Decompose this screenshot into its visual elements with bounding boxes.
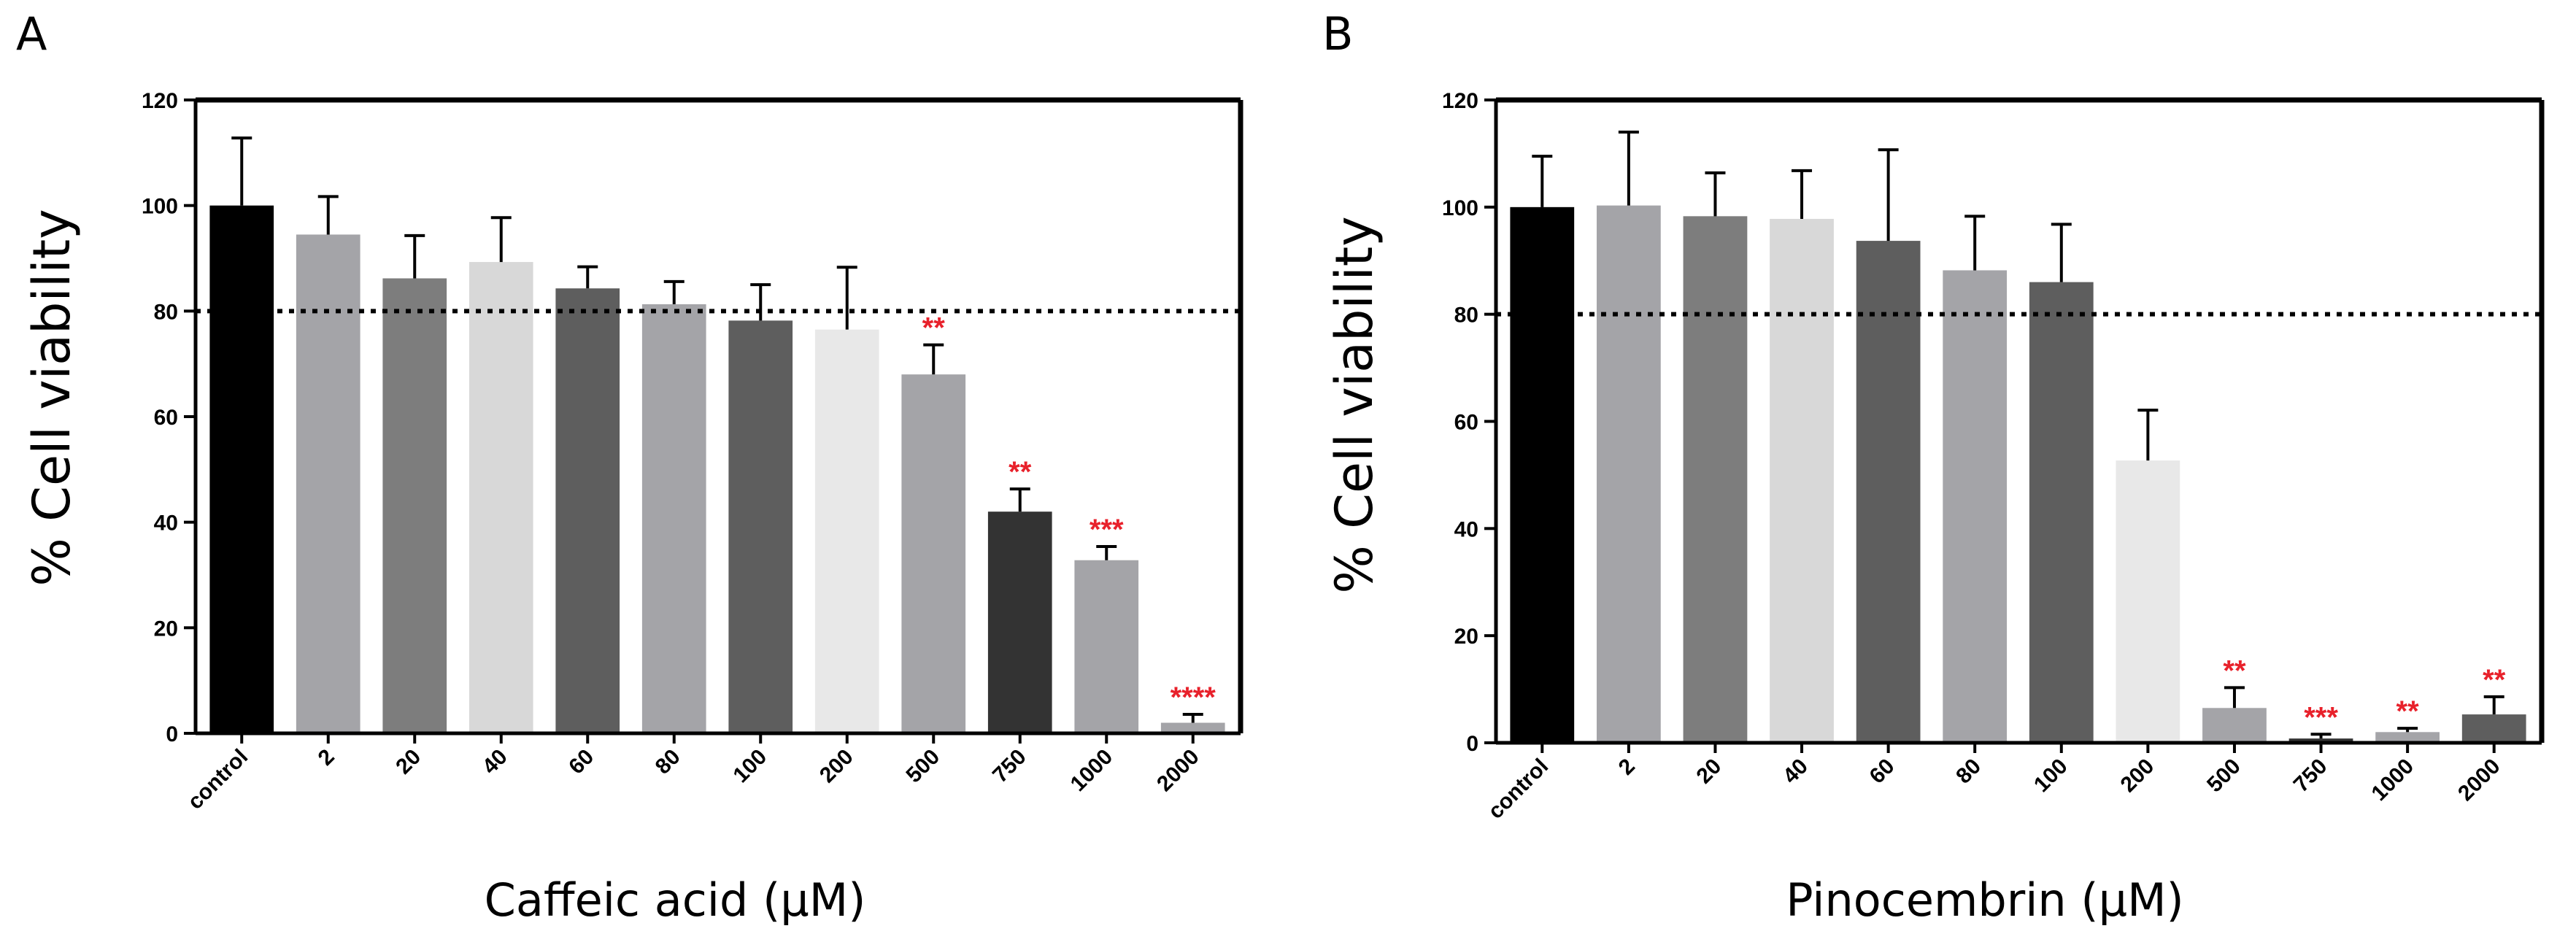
panel-b-chart: B % Cell viability Pinocembrin (μM) ****…	[1322, 7, 2545, 927]
plot-frame	[193, 97, 1243, 736]
y-tick-label: 100	[1442, 196, 1478, 220]
bar-20	[1683, 216, 1748, 743]
y-tick-label: 120	[142, 89, 178, 113]
x-tick-label: 40	[478, 745, 512, 779]
significance-label: **	[2483, 664, 2506, 696]
x-tick-label: 500	[901, 745, 944, 788]
bar-100	[728, 320, 793, 733]
x-tick-label: 40	[1778, 754, 1813, 789]
bar-series	[209, 205, 1225, 734]
significance-label: ***	[1090, 514, 1124, 546]
panel-a-chart: A % Cell viability Caffeic acid (μM) ***…	[16, 7, 1243, 927]
bar-40	[468, 262, 533, 733]
bar-80	[1943, 270, 2008, 744]
x-tick-label: 200	[815, 745, 858, 788]
x-tick-label: 100	[2029, 754, 2072, 798]
bar-2000	[2461, 714, 2526, 743]
panel-letter: A	[16, 7, 47, 61]
bar-200	[2116, 460, 2180, 743]
x-tick-label: 750	[2289, 754, 2332, 798]
x-axis-label: Pinocembrin (μM)	[1786, 873, 2184, 927]
y-axis-label: % Cell viability	[22, 209, 82, 586]
bar-1000	[2375, 732, 2440, 743]
x-tick-label: control	[1484, 754, 1553, 824]
x-tick-label: 2000	[2453, 754, 2505, 806]
significance-label: **	[922, 312, 946, 344]
y-tick-label: 40	[154, 511, 178, 536]
x-tick-label: 200	[2116, 754, 2159, 798]
x-tick-label: 80	[651, 745, 685, 779]
y-tick-label: 80	[154, 300, 178, 324]
bar-control	[209, 205, 274, 734]
panel-letter: B	[1322, 7, 1354, 61]
bar-750	[2288, 738, 2353, 743]
plot-frame	[1494, 97, 2545, 745]
y-tick-label: 20	[154, 617, 178, 641]
bar-20	[382, 278, 447, 733]
x-tick-label: 20	[391, 745, 425, 779]
x-tick-label: 2	[314, 745, 339, 771]
significance-label: **	[2223, 655, 2246, 687]
error-bars	[231, 136, 1203, 723]
bar-series	[1510, 205, 2526, 744]
y-axis-ticks: 0 20 40 60 80 100 120	[1442, 89, 1496, 756]
bar-2	[296, 234, 360, 733]
x-tick-label: 20	[1692, 754, 1726, 789]
x-tick-label: control	[183, 745, 252, 814]
significance-label: **	[1009, 456, 1032, 488]
x-tick-label: 1000	[2367, 754, 2419, 806]
y-tick-label: 120	[1442, 89, 1478, 113]
x-tick-label: 750	[988, 745, 1031, 788]
x-tick-label: 500	[2202, 754, 2245, 798]
x-axis-label: Caffeic acid (μM)	[485, 873, 866, 927]
y-tick-label: 60	[1454, 411, 1478, 435]
x-tick-label: 1000	[1066, 745, 1118, 797]
y-tick-label: 40	[1454, 517, 1478, 541]
significance-label: ****	[1171, 682, 1216, 714]
x-tick-label: 80	[1951, 754, 1986, 789]
x-tick-label: 60	[564, 745, 598, 779]
bar-100	[2029, 282, 2094, 743]
y-tick-label: 60	[154, 406, 178, 430]
significance-label: ***	[2304, 701, 2338, 733]
bar-750	[987, 511, 1052, 733]
bar-80	[641, 304, 706, 733]
y-tick-label: 0	[166, 722, 178, 746]
bar-2000	[1160, 722, 1225, 733]
bar-200	[814, 329, 879, 733]
bar-2	[1596, 205, 1661, 743]
y-axis-ticks: 0 20 40 60 80 100 120	[142, 89, 196, 746]
y-tick-label: 100	[142, 195, 178, 219]
y-tick-label: 20	[1454, 625, 1478, 649]
y-axis-label: % Cell viability	[1324, 216, 1384, 593]
x-tick-label: 2	[1614, 754, 1640, 780]
x-tick-label: 2000	[1152, 745, 1204, 797]
y-tick-label: 80	[1454, 304, 1478, 328]
bar-500	[2202, 708, 2267, 743]
bar-40	[1770, 218, 1834, 743]
bar-control	[1510, 206, 1575, 743]
significance-labels: ***** ****	[2223, 655, 2505, 733]
significance-labels: ***********	[922, 312, 1216, 714]
error-bars	[1532, 131, 2504, 739]
bar-60	[1856, 241, 1921, 744]
y-tick-label: 0	[1466, 732, 1478, 756]
bar-1000	[1074, 560, 1139, 733]
x-tick-label: 100	[728, 745, 771, 788]
bar-500	[901, 374, 966, 733]
significance-label: **	[2396, 695, 2420, 727]
x-axis-ticks: control 2 20 40 60 80 100 200 500 750 1000 2000	[1484, 743, 2505, 824]
bar-60	[555, 288, 620, 734]
x-axis-ticks: control 2 20 40 60 80 100 200 500 750 1000 2000	[183, 733, 1204, 814]
x-tick-label: 60	[1865, 754, 1900, 789]
